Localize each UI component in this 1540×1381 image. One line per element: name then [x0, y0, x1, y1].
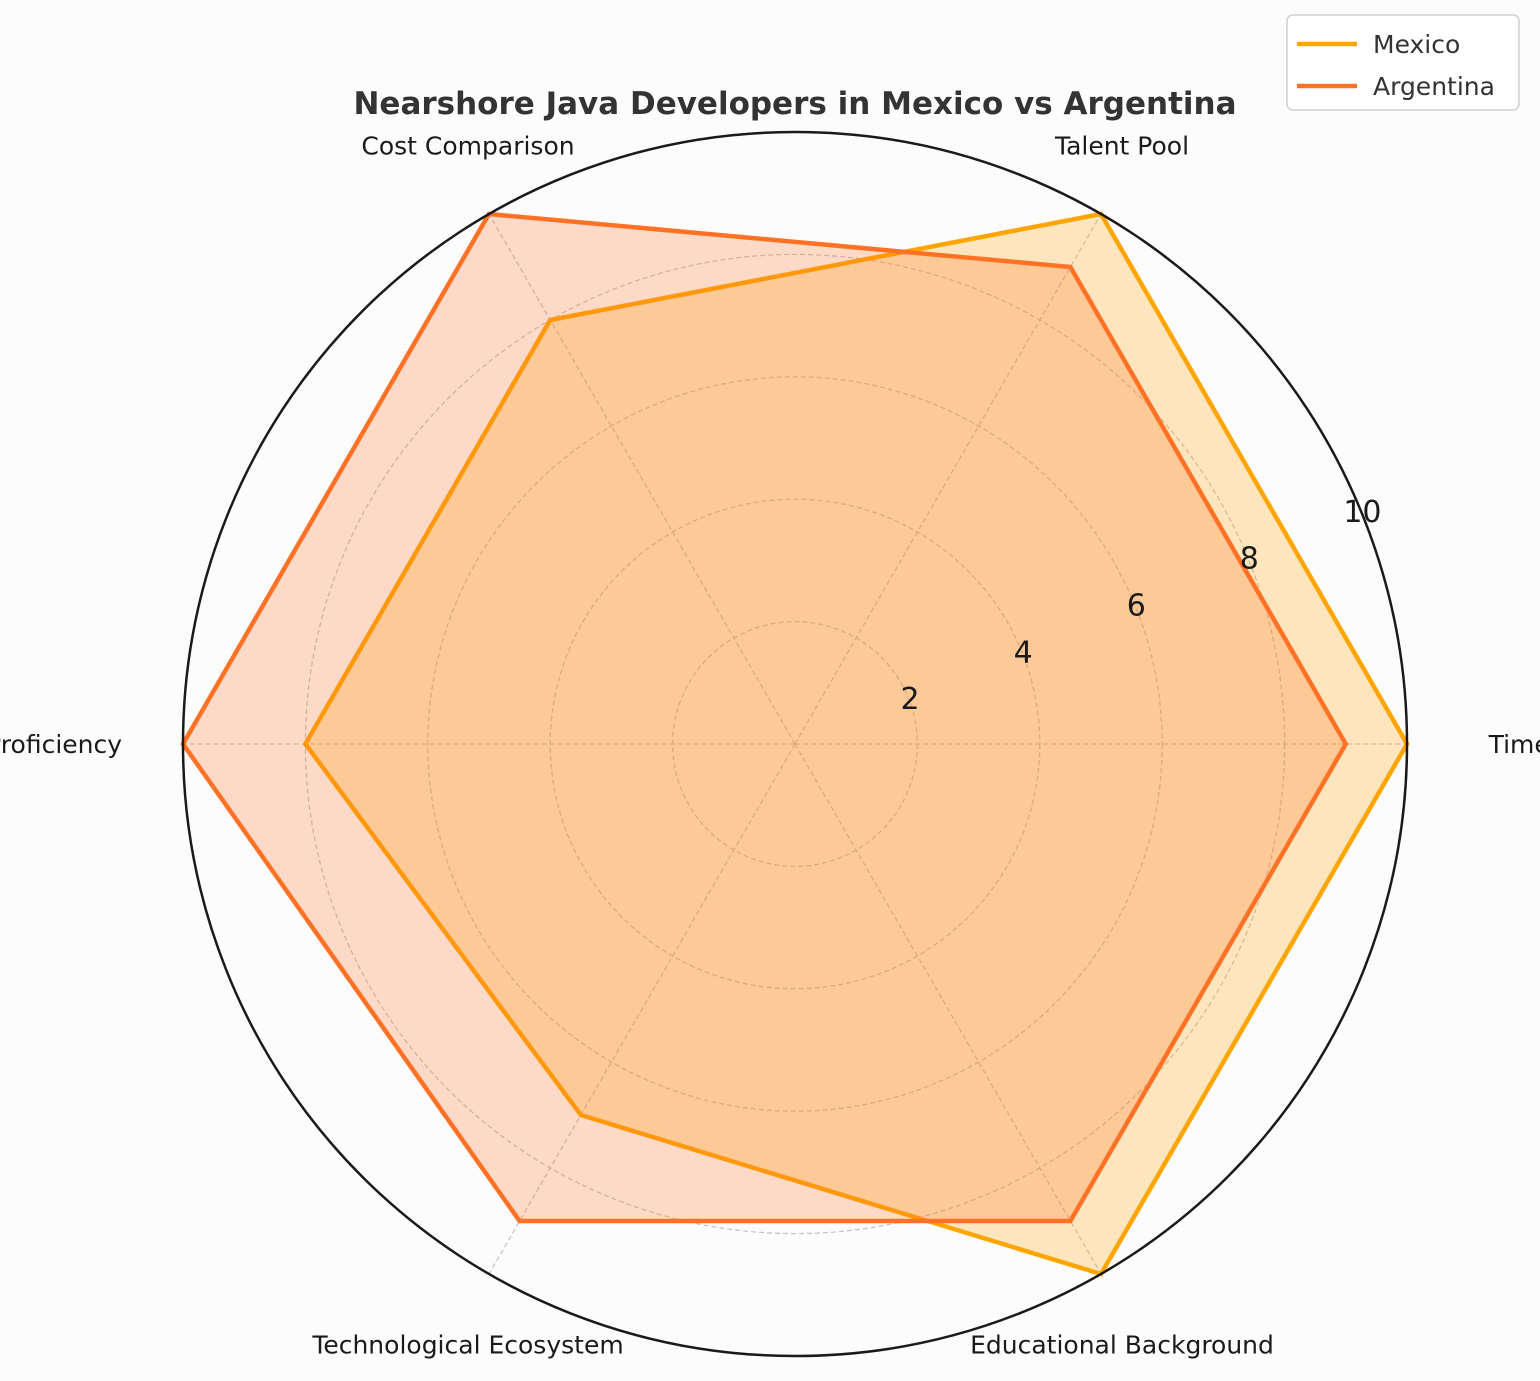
category-label: Time Zone: [1488, 730, 1540, 759]
angular-gridline: [488, 213, 796, 745]
polar-frame: [181, 130, 1409, 1358]
series-fill-mexico: [305, 214, 1407, 1274]
category-label: Talent Pool: [1054, 132, 1189, 161]
legend: Mexico Argentina: [1286, 14, 1520, 111]
radial-gridline: [427, 376, 1163, 1112]
category-label: Cost Comparison: [361, 132, 574, 161]
radial-tick-label: 8: [1240, 542, 1259, 577]
angular-gridline: [794, 743, 1102, 1275]
angular-gridline: [488, 743, 796, 1275]
category-label: Technological Ecosystem: [311, 1330, 623, 1359]
legend-label-mexico: Mexico: [1373, 30, 1460, 59]
series-fill-argentina: [183, 214, 1346, 1221]
chart-title: Nearshore Java Developers in Mexico vs A…: [353, 86, 1236, 122]
angular-gridline: [794, 213, 1102, 745]
radial-tick-label: 10: [1343, 495, 1381, 530]
label-layer: Time Zone Talent Pool Cost Comparison Engli…: [0, 132, 1540, 1360]
radial-tick-label: 4: [1014, 635, 1033, 670]
radial-tick-label: 2: [901, 682, 920, 717]
category-label: Educational Background: [970, 1330, 1274, 1359]
category-label: English Proficiency: [0, 730, 122, 759]
radial-tick-label: 6: [1127, 588, 1146, 623]
legend-label-argentina: Argentina: [1373, 72, 1495, 101]
series-layer: [180, 211, 1410, 1277]
